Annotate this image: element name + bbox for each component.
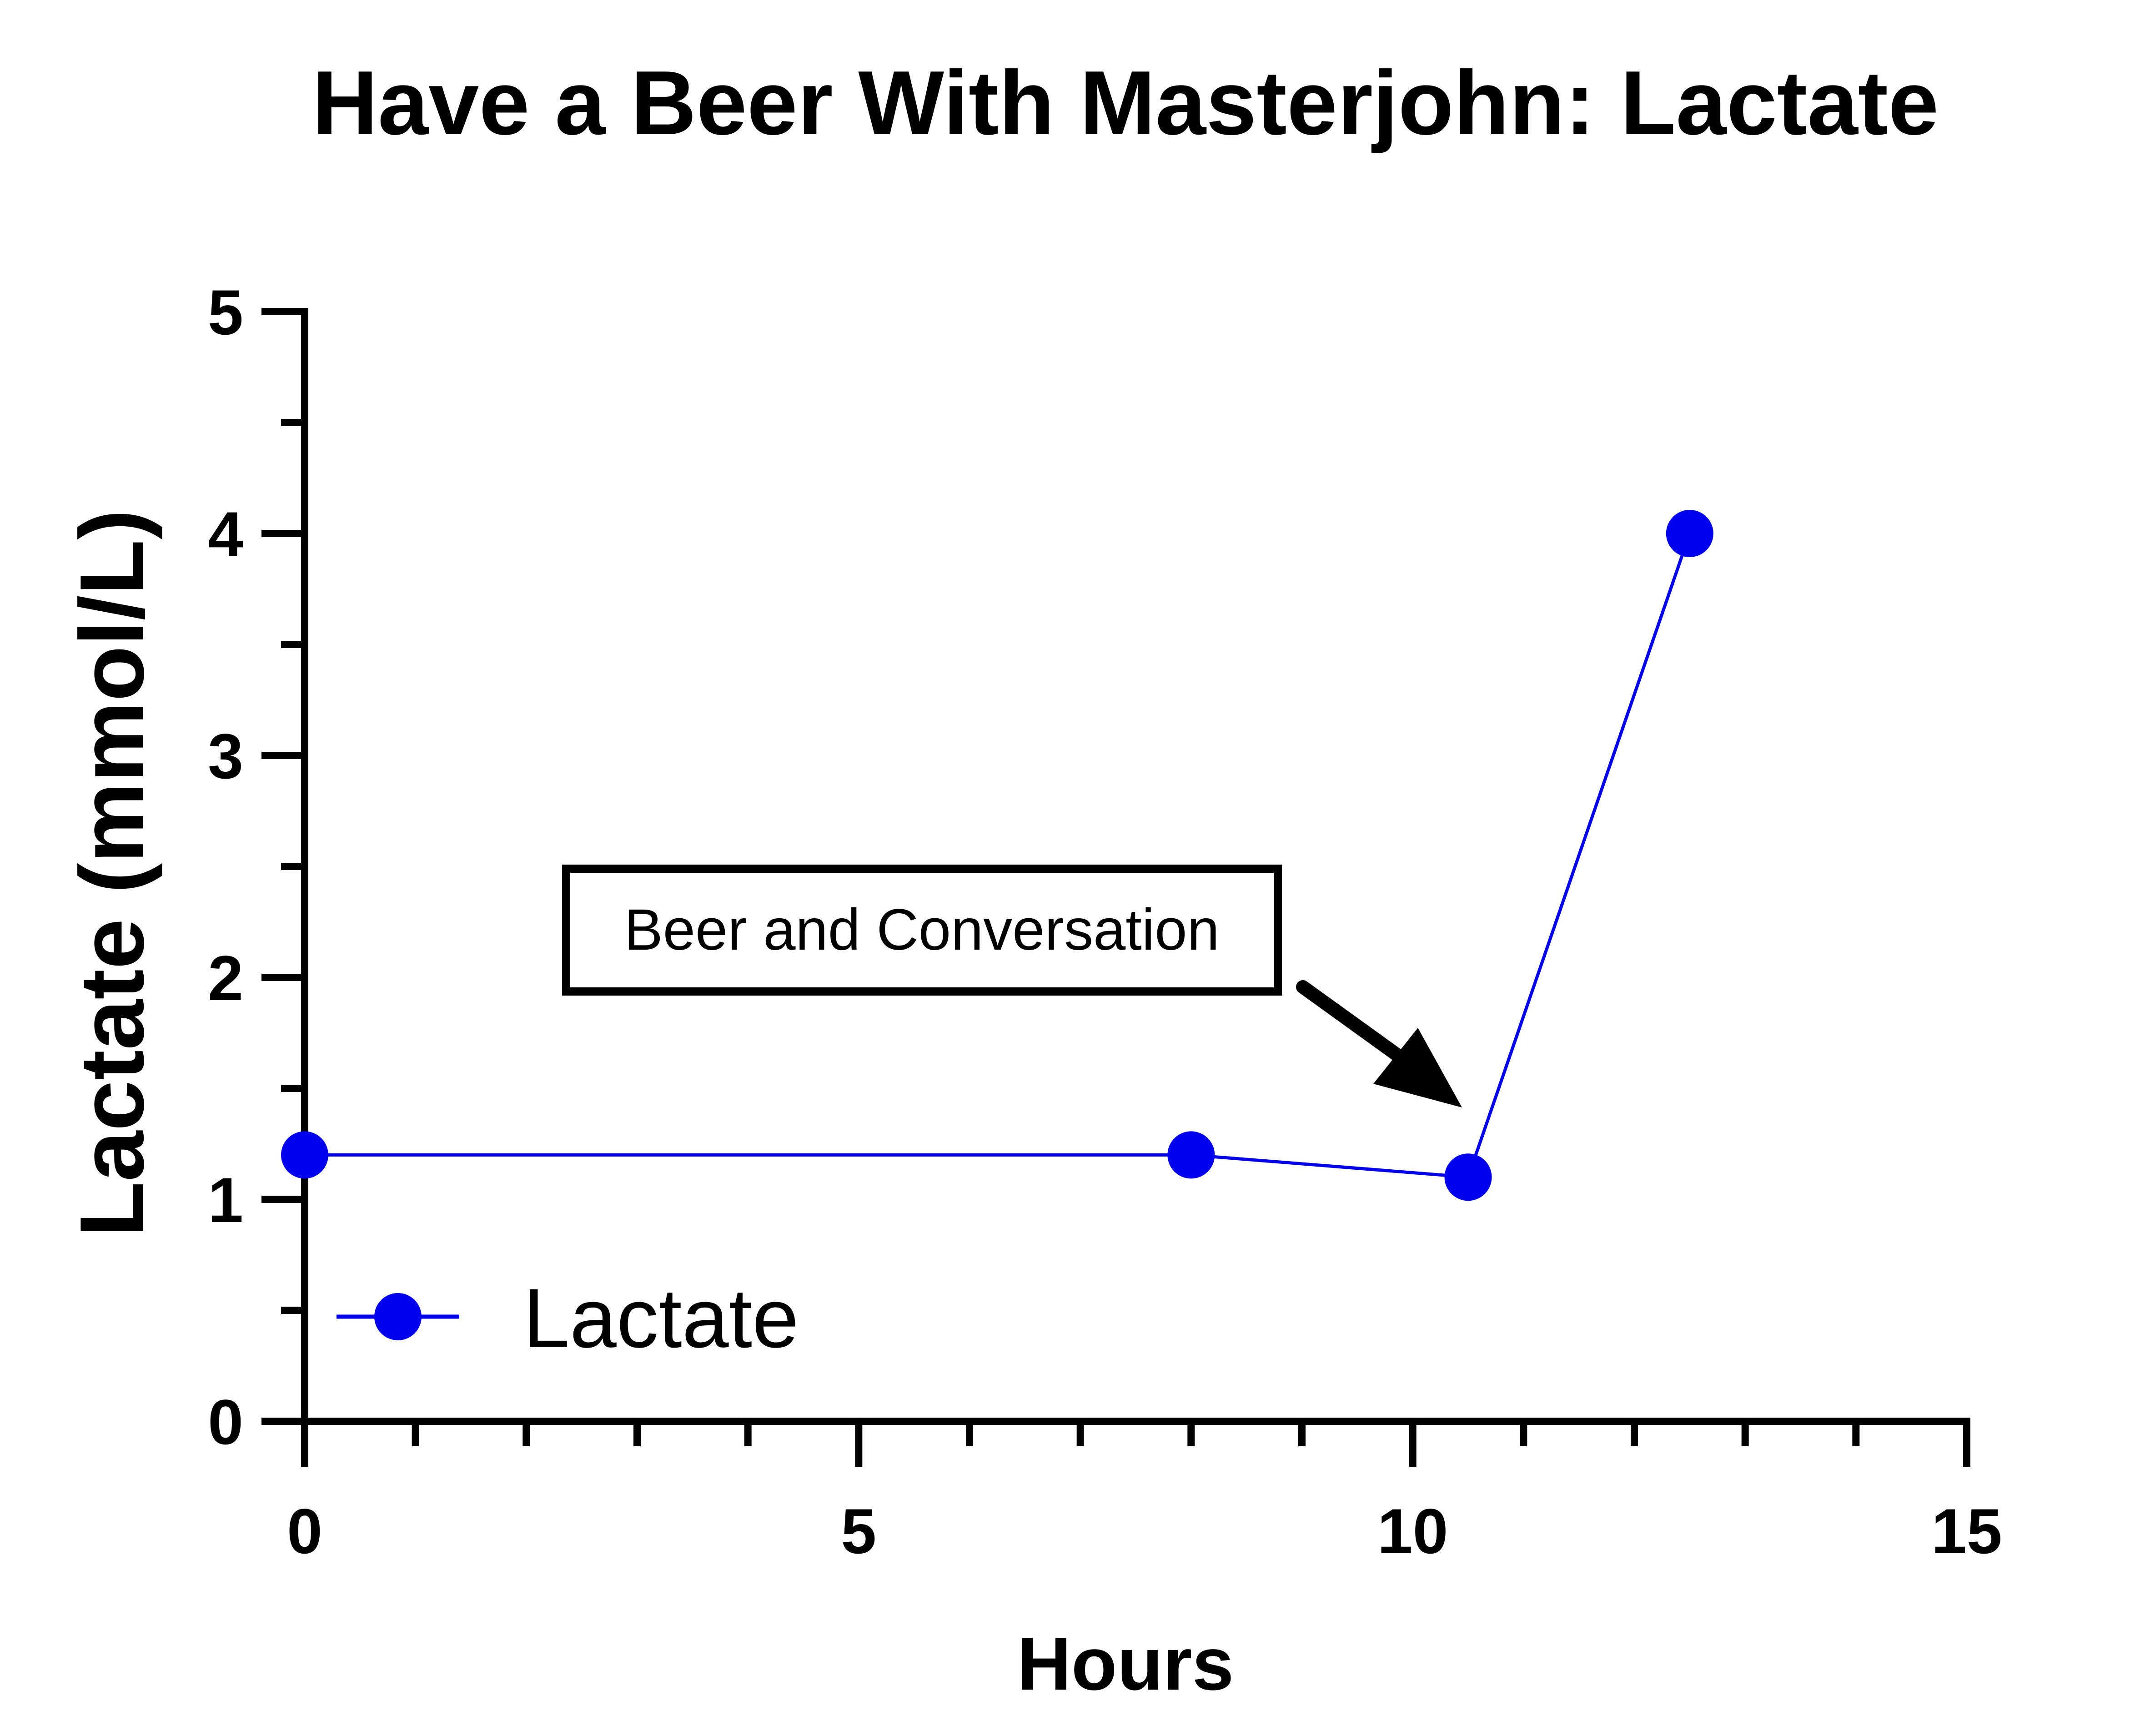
annotation: Beer and Conversation bbox=[562, 865, 1462, 1107]
data-point bbox=[281, 1131, 328, 1179]
y-tick-label: 3 bbox=[208, 720, 243, 792]
chart-title: Have a Beer With Masterjohn: Lactate bbox=[312, 52, 1939, 154]
x-axis-label: Hours bbox=[1017, 1622, 1234, 1706]
series-line bbox=[305, 533, 1692, 1179]
x-tick-label: 0 bbox=[287, 1495, 322, 1567]
legend-label: Lactate bbox=[523, 1272, 799, 1365]
x-tick-label: 5 bbox=[841, 1495, 876, 1567]
annotation-arrow-shaft bbox=[1296, 980, 1407, 1064]
x-tick-label: 15 bbox=[1931, 1495, 2002, 1567]
y-tick-label: 5 bbox=[208, 277, 243, 348]
y-tick-label: 4 bbox=[208, 498, 243, 570]
y-axis-label: Lactate (mmol/L) bbox=[61, 509, 163, 1237]
y-tick-label: 0 bbox=[208, 1386, 243, 1458]
y-tick-label: 1 bbox=[208, 1164, 243, 1236]
axes: 0 1 2 3 4 5 0 5 10 15 bbox=[208, 277, 2002, 1567]
data-series bbox=[281, 510, 1713, 1201]
data-point bbox=[1666, 510, 1713, 557]
y-tick-label: 2 bbox=[208, 942, 243, 1014]
x-tick-label: 10 bbox=[1377, 1495, 1448, 1567]
data-point bbox=[1444, 1153, 1492, 1201]
annotation-box bbox=[562, 865, 1282, 996]
annotation-text: Beer and Conversation bbox=[624, 897, 1219, 962]
annotation-arrow-head bbox=[1373, 1028, 1462, 1107]
legend-marker-swatch bbox=[374, 1293, 422, 1340]
legend: Lactate bbox=[337, 1272, 799, 1365]
data-point bbox=[1167, 1131, 1215, 1179]
